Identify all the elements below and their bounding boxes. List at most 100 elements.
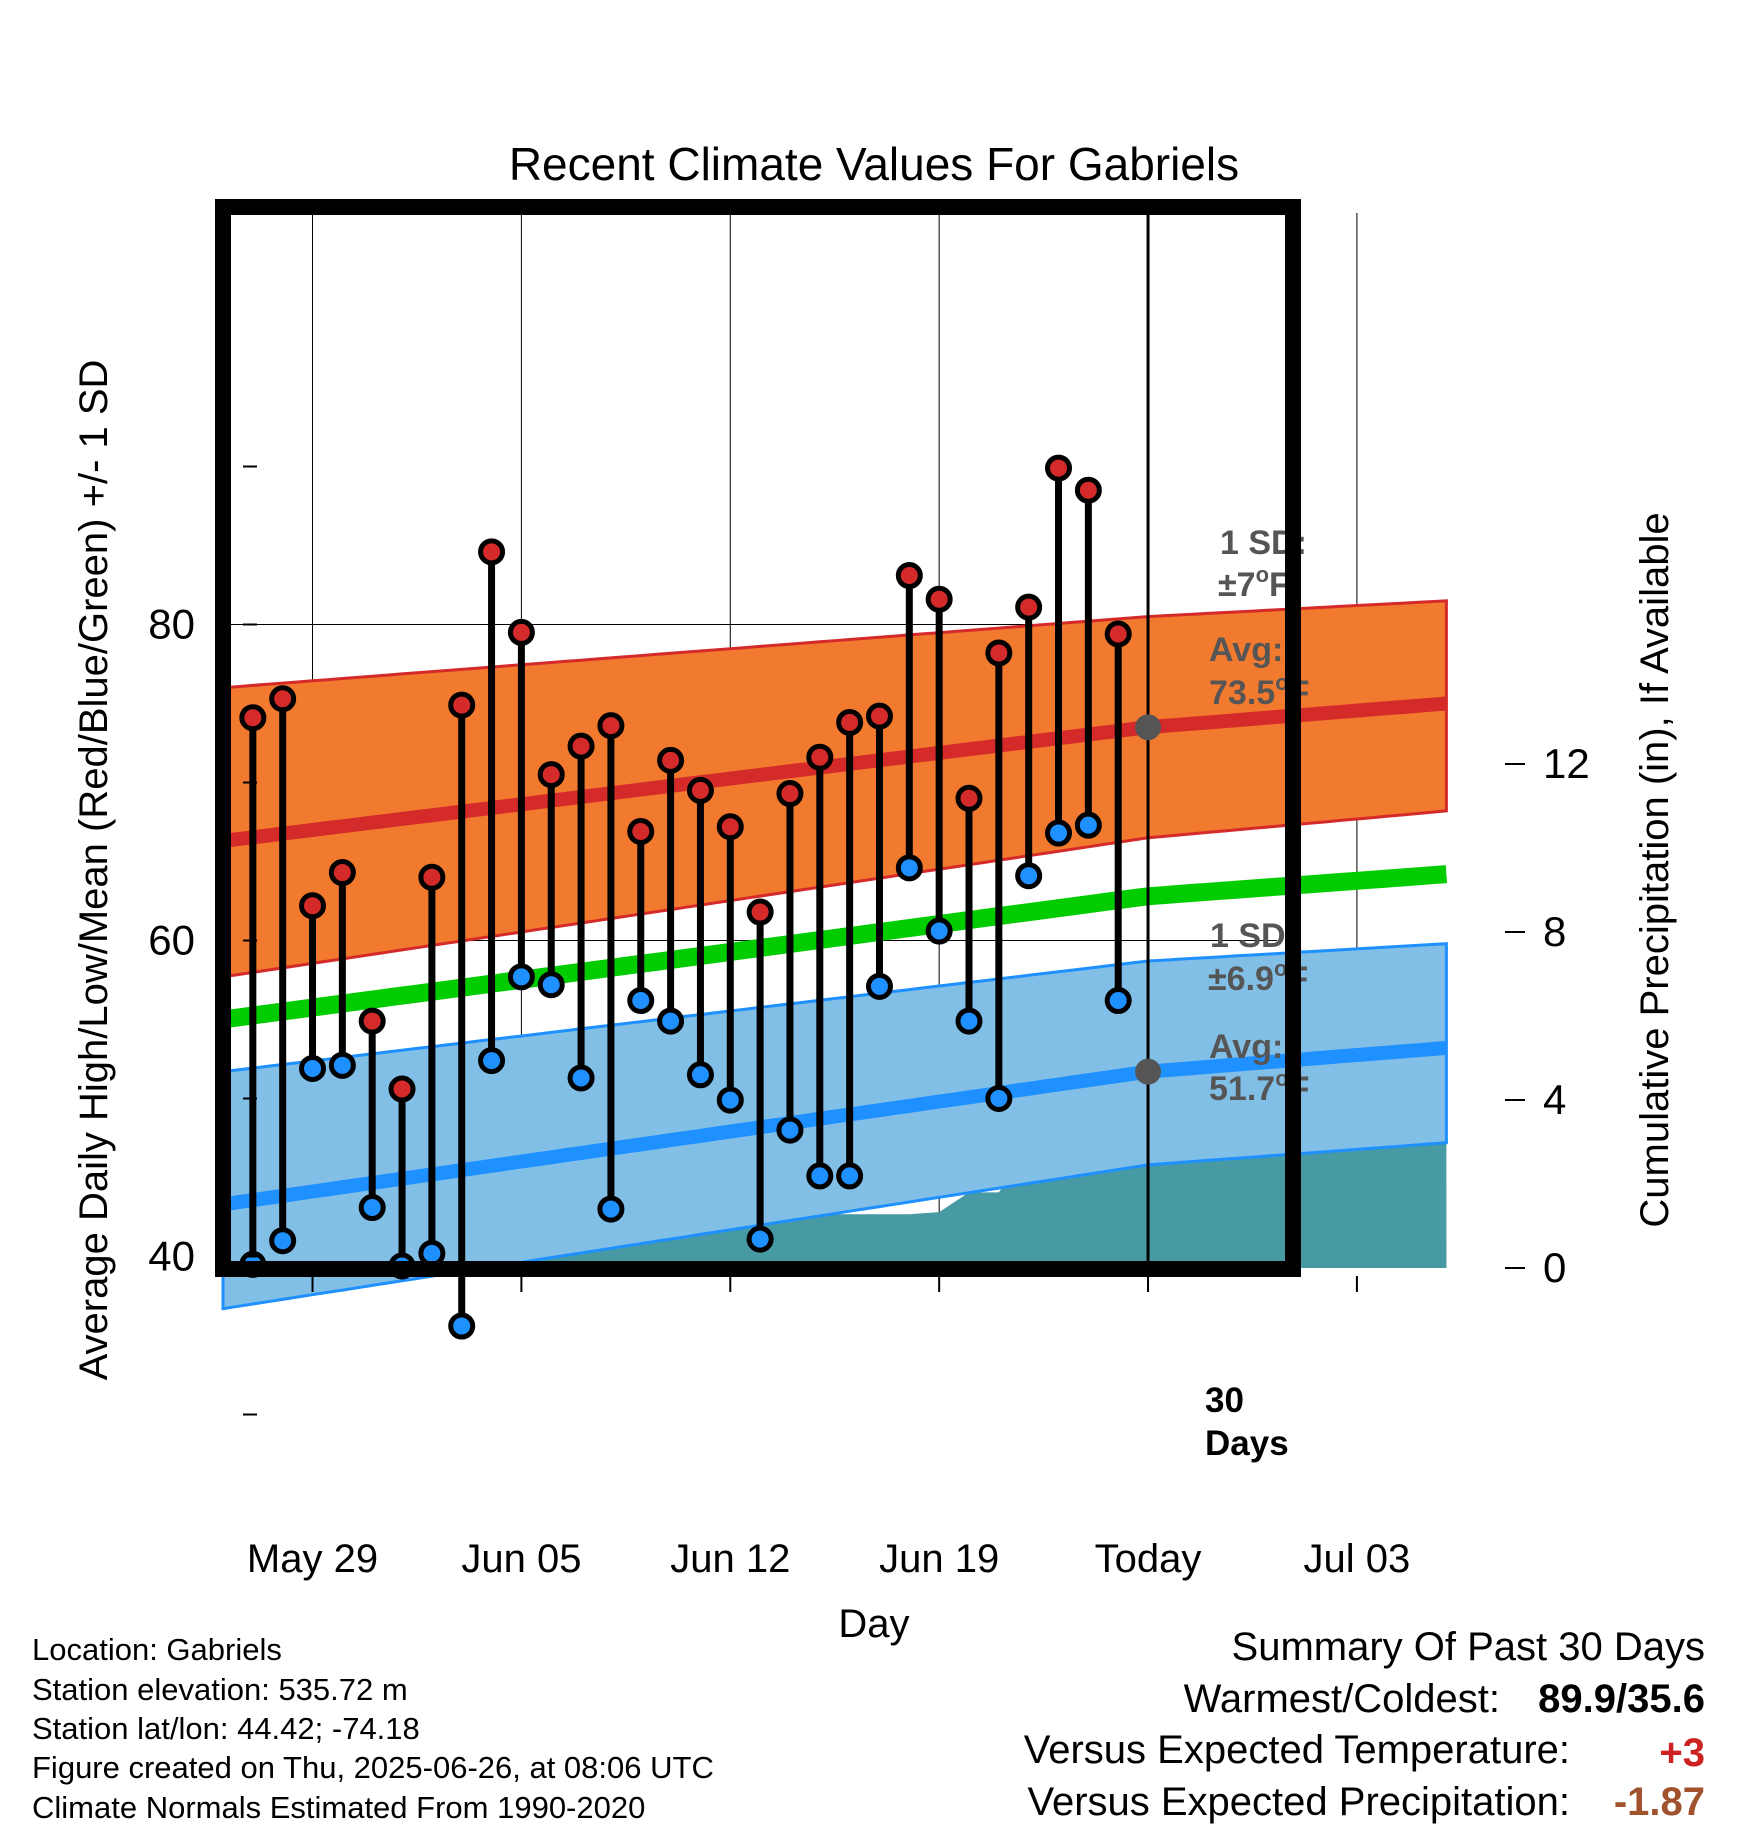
daily-low-point bbox=[657, 1007, 685, 1035]
y-axis-label: Average Daily High/Low/Mean (Red/Blue/Gr… bbox=[72, 360, 116, 1381]
y-tick-label: 40 bbox=[148, 1233, 195, 1280]
daily-high-point bbox=[328, 859, 356, 887]
daily-bar bbox=[657, 746, 685, 1035]
today-marker-layer bbox=[1135, 213, 1162, 1268]
daily-low-point bbox=[1015, 862, 1043, 890]
summary-temp-value: +3 bbox=[1659, 1731, 1705, 1775]
daily-high-point bbox=[478, 538, 506, 566]
daily-bar bbox=[627, 817, 655, 1015]
daily-high-point bbox=[567, 732, 595, 760]
low-sd-label: 1 SD: bbox=[1210, 917, 1297, 955]
summary-temp-label: Versus Expected Temperature: bbox=[1024, 1728, 1570, 1772]
daily-low-point bbox=[299, 1054, 327, 1082]
daily-high-point bbox=[746, 898, 774, 926]
daily-high-point bbox=[895, 562, 923, 590]
daily-low-point bbox=[955, 1007, 983, 1035]
daily-low-point bbox=[597, 1195, 625, 1223]
daily-high-point bbox=[686, 776, 714, 804]
daily-bar bbox=[597, 712, 625, 1223]
daily-low-point bbox=[627, 987, 655, 1015]
daily-low-point bbox=[716, 1086, 744, 1114]
x-tick-label: May 29 bbox=[247, 1537, 378, 1581]
daily-low-point bbox=[537, 971, 565, 999]
daily-bar bbox=[358, 1007, 386, 1222]
daily-high-point bbox=[627, 817, 655, 845]
daily-range-bars bbox=[239, 454, 1132, 1340]
daily-high-point bbox=[507, 618, 535, 646]
normal-bands-layer bbox=[221, 599, 1448, 1311]
daily-high-point bbox=[1074, 476, 1102, 504]
y2-tick-label: 4 bbox=[1543, 1076, 1566, 1123]
daily-bar bbox=[269, 685, 297, 1255]
daily-high-point bbox=[239, 704, 267, 732]
daily-bar bbox=[1015, 593, 1043, 890]
daily-bar bbox=[925, 585, 953, 945]
footer-elevation: Station elevation: 535.72 m bbox=[32, 1672, 408, 1707]
daily-bar bbox=[418, 863, 446, 1267]
daily-high-point bbox=[448, 691, 476, 719]
station-info: Location: Gabriels Station elevation: 53… bbox=[32, 1632, 714, 1825]
y2-axis-label: Cumulative Precipitation (in), If Availa… bbox=[1633, 512, 1677, 1227]
avg-mean-line bbox=[221, 865, 1448, 1029]
x-axis-label: Day bbox=[838, 1602, 909, 1646]
daily-high-point bbox=[299, 892, 327, 920]
summary-warmest-label: Warmest/Coldest: bbox=[1184, 1677, 1500, 1721]
high-avg-value: 73.5oF bbox=[1209, 670, 1309, 712]
today-avg-low-marker bbox=[1135, 1058, 1162, 1085]
daily-high-point bbox=[985, 639, 1013, 667]
summary-panel: Summary Of Past 30 Days Warmest/Coldest:… bbox=[1024, 1625, 1705, 1824]
daily-high-point bbox=[1104, 620, 1132, 648]
summary-warmest-value: 89.9/35.6 bbox=[1538, 1677, 1705, 1721]
x-tick-label: Jun 19 bbox=[879, 1537, 999, 1581]
x-tick-label: Today bbox=[1095, 1537, 1202, 1581]
daily-bar bbox=[1045, 454, 1073, 847]
y-tick-label: 80 bbox=[148, 601, 195, 648]
daily-low-point bbox=[478, 1047, 506, 1075]
daily-bar bbox=[686, 776, 714, 1089]
x-tick-label: Jun 05 bbox=[461, 1537, 581, 1581]
daily-high-point bbox=[657, 746, 685, 774]
days-count-label: 30 bbox=[1205, 1381, 1244, 1420]
days-unit-label: Days bbox=[1205, 1424, 1289, 1463]
daily-high-point bbox=[955, 784, 983, 812]
daily-high-point bbox=[537, 761, 565, 789]
daily-high-point bbox=[925, 585, 953, 613]
daily-bar bbox=[537, 761, 565, 999]
daily-bar bbox=[985, 639, 1013, 1112]
daily-bar bbox=[806, 743, 834, 1190]
daily-high-point bbox=[1015, 593, 1043, 621]
daily-low-point bbox=[358, 1194, 386, 1222]
daily-bar bbox=[299, 892, 327, 1082]
daily-bar bbox=[716, 813, 744, 1114]
daily-high-point bbox=[1045, 454, 1073, 482]
daily-bar bbox=[507, 618, 535, 991]
daily-bar bbox=[955, 784, 983, 1035]
daily-low-point bbox=[806, 1162, 834, 1190]
high-avg-label: Avg: bbox=[1209, 631, 1283, 669]
daily-bar bbox=[836, 708, 864, 1190]
daily-high-point bbox=[358, 1007, 386, 1035]
daily-bar bbox=[746, 898, 774, 1253]
y2-tick-label: 8 bbox=[1543, 908, 1566, 955]
axis-labels-layer: May 29 Jun 05 Jun 12 Jun 19 Today Jul 0340608… bbox=[148, 465, 1590, 1581]
x-tick-label: Jun 12 bbox=[670, 1537, 790, 1581]
y2-tick-label: 12 bbox=[1543, 740, 1590, 787]
daily-low-point bbox=[567, 1064, 595, 1092]
daily-low-point bbox=[985, 1085, 1013, 1112]
summary-title: Summary Of Past 30 Days bbox=[1232, 1625, 1705, 1669]
daily-low-point bbox=[925, 917, 953, 945]
daily-bar bbox=[776, 780, 804, 1144]
y-tick-label: 60 bbox=[148, 917, 195, 964]
footer-created: Figure created on Thu, 2025-06-26, at 08… bbox=[32, 1750, 714, 1785]
plot-border bbox=[215, 199, 1301, 1277]
daily-high-point bbox=[597, 712, 625, 740]
high-sd-band bbox=[221, 599, 1448, 979]
daily-high-point bbox=[418, 863, 446, 891]
daily-low-point bbox=[1074, 811, 1102, 839]
daily-bar bbox=[328, 859, 356, 1079]
daily-bar bbox=[448, 691, 476, 1340]
daily-bar bbox=[1104, 620, 1132, 1015]
daily-low-point bbox=[895, 854, 923, 882]
footer-latlon: Station lat/lon: 44.42; -74.18 bbox=[32, 1711, 420, 1746]
avg-high-line bbox=[222, 696, 1447, 848]
